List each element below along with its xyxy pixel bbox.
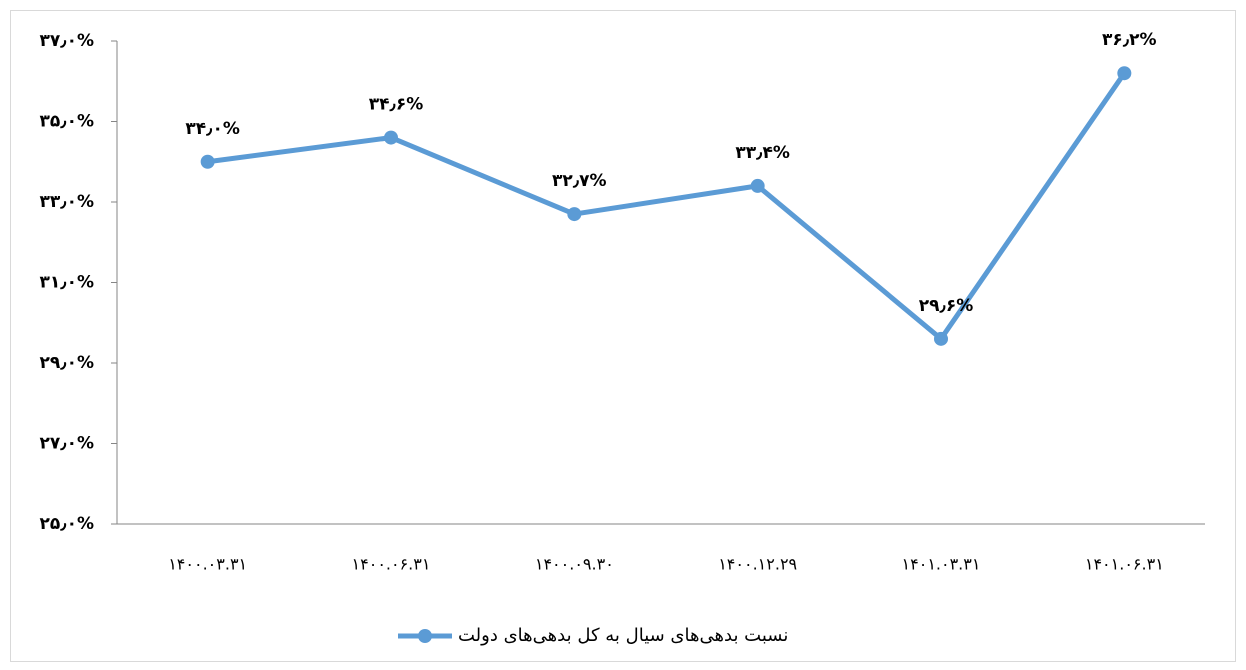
- legend-marker: [418, 629, 432, 643]
- y-tick-label: ۲۵٫۰%: [39, 514, 94, 534]
- point: [567, 207, 582, 222]
- point: [384, 130, 398, 145]
- y-tick-label: ۲۹٫۰%: [39, 353, 94, 373]
- chart-frame: [10, 10, 1236, 662]
- data-label: ۳۴٫۰%: [185, 119, 240, 139]
- x-tick-label: ۱۴۰۰.۰۶.۳۱: [352, 555, 431, 574]
- y-tick-label: ۳۵٫۰%: [39, 112, 94, 132]
- point: [200, 154, 215, 169]
- data-label: ۳۴٫۶%: [369, 95, 424, 115]
- data-label: ۳۶٫۲%: [1102, 30, 1157, 50]
- legend-label: نسبت بدهی‌های سیال به کل بدهی‌های دولت: [458, 625, 788, 646]
- x-tick-label: ۱۴۰۱.۰۶.۳۱: [1085, 555, 1164, 574]
- y-tick-label: ۲۷٫۰%: [39, 434, 94, 454]
- y-tick-label: ۳۳٫۰%: [39, 192, 94, 212]
- data-label: ۲۹٫۶%: [919, 296, 974, 316]
- point: [1117, 66, 1132, 81]
- point: [934, 331, 948, 346]
- x-tick-label: ۱۴۰۰.۰۹.۳۰: [535, 555, 614, 574]
- y-tick-label: ۳۱٫۰%: [39, 273, 94, 293]
- data-label: ۳۳٫۴%: [735, 143, 790, 163]
- data-label: ۳۲٫۷%: [552, 171, 607, 191]
- x-tick-label: ۱۴۰۰.۱۲.۲۹: [718, 555, 797, 574]
- point: [750, 178, 765, 193]
- y-tick-label: ۳۷٫۰%: [39, 31, 94, 51]
- x-tick-label: ۱۴۰۱.۰۳.۳۱: [902, 555, 981, 574]
- line: [207, 71, 1127, 342]
- x-tick-label: ۱۴۰۰.۰۳.۳۱: [168, 555, 247, 574]
